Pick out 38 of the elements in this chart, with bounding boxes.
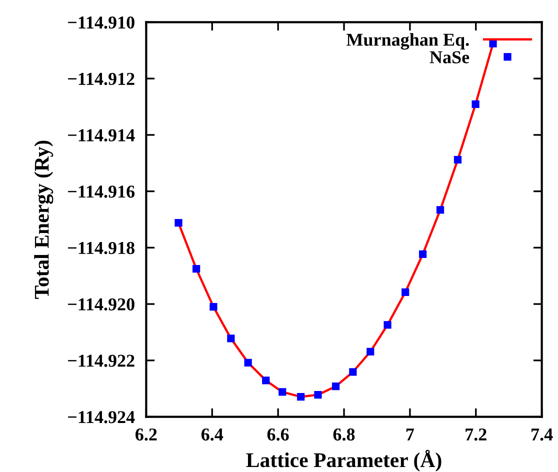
y-axis-title: Total Energy (Ry) xyxy=(34,140,54,299)
y-tick-label: −114.924 xyxy=(68,411,135,424)
point xyxy=(472,100,480,108)
point xyxy=(297,392,305,401)
point xyxy=(419,250,427,258)
y-tick-label: −114.918 xyxy=(68,242,134,254)
x-tick-label: 7.2 xyxy=(466,428,486,441)
x-tick-label: 6.4 xyxy=(201,428,224,441)
x-tick-label: 6.2 xyxy=(136,428,157,441)
point xyxy=(489,40,497,48)
legend-label: NaSe xyxy=(430,51,470,64)
y-tick-label: −114.922 xyxy=(68,354,134,367)
point xyxy=(384,321,392,329)
legend-label: Murnaghan Eq. xyxy=(346,33,469,50)
point xyxy=(192,265,200,273)
x-tick-label: 7 xyxy=(406,428,414,440)
x-tick-label: 6.6 xyxy=(267,428,289,441)
point xyxy=(244,358,252,366)
point xyxy=(314,390,322,399)
point xyxy=(349,368,357,376)
point xyxy=(227,334,235,342)
y-tick-label: −114.914 xyxy=(68,129,135,142)
point xyxy=(332,382,340,390)
point xyxy=(454,156,462,164)
y-tick-label: −114.912 xyxy=(68,72,134,86)
y-tick-label: −114.910 xyxy=(68,16,134,29)
point xyxy=(366,348,374,356)
point xyxy=(278,388,286,396)
point xyxy=(210,303,218,311)
point xyxy=(174,219,182,227)
x-tick-label: 7.4 xyxy=(532,428,553,441)
y-tick-label: −114.920 xyxy=(68,298,134,311)
y-tick-label: −114.916 xyxy=(68,186,135,198)
x-tick-label: 6.8 xyxy=(333,428,355,441)
point xyxy=(262,376,270,384)
point xyxy=(402,288,410,296)
point xyxy=(436,206,444,214)
x-axis-title: Lattice Parameter (Å) xyxy=(246,450,442,472)
